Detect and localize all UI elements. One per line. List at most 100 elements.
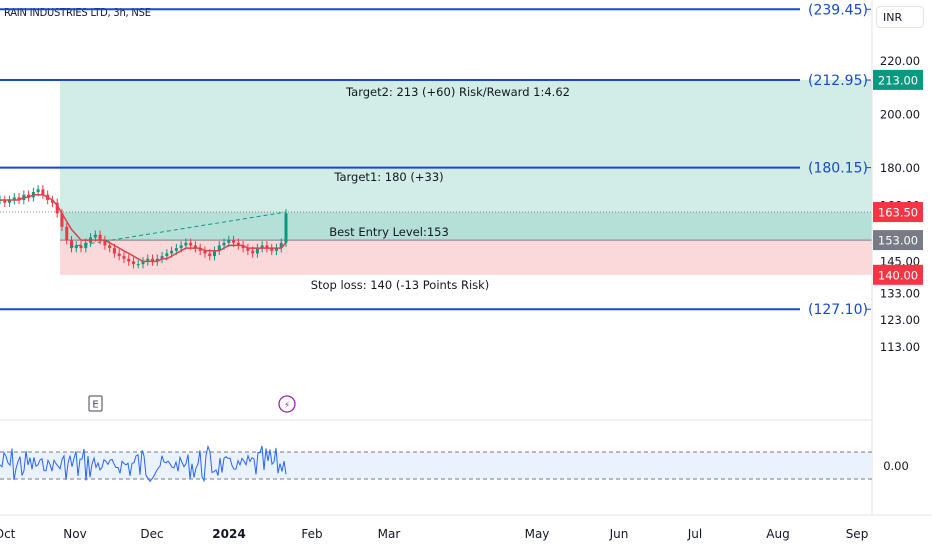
candle <box>84 242 88 249</box>
candle <box>112 248 116 254</box>
candle <box>246 248 250 251</box>
candle <box>41 189 45 195</box>
candle <box>198 248 202 251</box>
time-tick-label: Mar <box>378 527 401 541</box>
candle <box>208 253 212 257</box>
price-badge <box>873 264 923 285</box>
candle <box>79 245 83 249</box>
time-tick-label: Feb <box>301 527 322 541</box>
candle <box>93 234 97 238</box>
time-tick-label: Aug <box>766 527 789 541</box>
candle <box>255 248 259 254</box>
candle <box>127 258 131 262</box>
level-label: (180.15) <box>808 161 868 177</box>
oscillator-band <box>0 452 872 479</box>
candle <box>12 197 16 201</box>
candle <box>184 242 188 246</box>
candle <box>279 242 283 249</box>
price-badge <box>873 230 923 251</box>
time-tick-label: Sep <box>846 527 869 541</box>
price-badge <box>873 202 923 223</box>
candle <box>232 240 236 243</box>
candle <box>65 226 69 241</box>
price-badge-label: 153.00 <box>878 234 918 248</box>
candle <box>122 256 126 259</box>
candle <box>131 261 135 265</box>
candle <box>103 240 107 246</box>
candle <box>50 200 54 203</box>
candle <box>146 258 150 262</box>
candle <box>193 245 197 249</box>
candle <box>70 240 73 249</box>
candle <box>217 245 221 251</box>
profit-filled-zone <box>60 212 872 241</box>
candle <box>98 234 102 241</box>
trend-line <box>69 211 287 248</box>
time-tick-label: Oct <box>0 527 16 541</box>
price-badge-label: 213.00 <box>878 73 918 87</box>
oscillator-zero-label: 0.00 <box>883 459 909 473</box>
moving-average-line <box>0 193 287 263</box>
level-label: (212.95) <box>808 73 868 89</box>
candle <box>284 213 288 243</box>
time-tick-label: Dec <box>140 527 163 541</box>
candle <box>165 253 169 257</box>
level-label: (239.45) <box>808 2 868 18</box>
candle <box>27 194 31 198</box>
candle <box>265 245 269 249</box>
candle <box>236 242 240 246</box>
price-badge-label: 140.00 <box>878 268 918 282</box>
candle <box>3 200 7 203</box>
level-label: (127.10) <box>808 302 868 318</box>
candle <box>151 258 155 262</box>
candle <box>274 248 278 251</box>
price-tick-label: 133.00 <box>880 286 920 300</box>
dividend-marker <box>278 395 296 413</box>
time-tick-label: 2024 <box>212 527 245 541</box>
candle <box>179 245 183 249</box>
candle <box>174 248 178 251</box>
candle <box>203 250 207 254</box>
candle <box>8 200 12 203</box>
earnings-marker-label: E <box>92 400 98 411</box>
candle <box>270 248 274 251</box>
price-tick-label: 113.00 <box>880 340 920 354</box>
candle <box>241 245 245 249</box>
price-tick-label: 220.00 <box>880 54 920 68</box>
price-tick-label: 180.00 <box>880 161 920 175</box>
candle <box>141 261 145 265</box>
time-tick-label: Nov <box>63 527 86 541</box>
candle <box>170 250 174 254</box>
candle <box>155 258 159 262</box>
dividend-marker-label: ⚡ <box>284 401 290 411</box>
candle <box>136 264 140 266</box>
time-tick-label: May <box>525 527 550 541</box>
position-annotation: Target2: 213 (+60) Risk/Reward 1:4.62 <box>345 85 570 99</box>
candle <box>213 250 216 257</box>
candle <box>55 202 59 214</box>
price-tick-label: 200.00 <box>880 108 920 122</box>
position-annotation: Target1: 180 (+33) <box>333 170 443 184</box>
candle <box>189 242 193 246</box>
time-tick-label: Jun <box>609 527 629 541</box>
candle <box>74 245 78 249</box>
candle <box>117 253 121 257</box>
candle <box>251 250 255 254</box>
candle <box>17 197 21 201</box>
candle <box>36 189 40 193</box>
candle <box>260 245 264 249</box>
candle <box>60 213 64 227</box>
oscillator-line <box>0 444 287 483</box>
earnings-marker <box>88 395 103 412</box>
price-badge <box>873 69 923 90</box>
currency-selector[interactable]: INR <box>876 6 924 28</box>
candle <box>227 240 231 243</box>
position-annotation: Stop loss: 140 (-13 Points Risk) <box>311 278 490 292</box>
loss-zone <box>60 240 872 275</box>
candle <box>108 245 112 249</box>
candle <box>160 256 164 259</box>
candle <box>222 242 226 246</box>
price-badge-label: 163.50 <box>878 206 918 220</box>
position-annotation: Best Entry Level:153 <box>329 225 449 239</box>
